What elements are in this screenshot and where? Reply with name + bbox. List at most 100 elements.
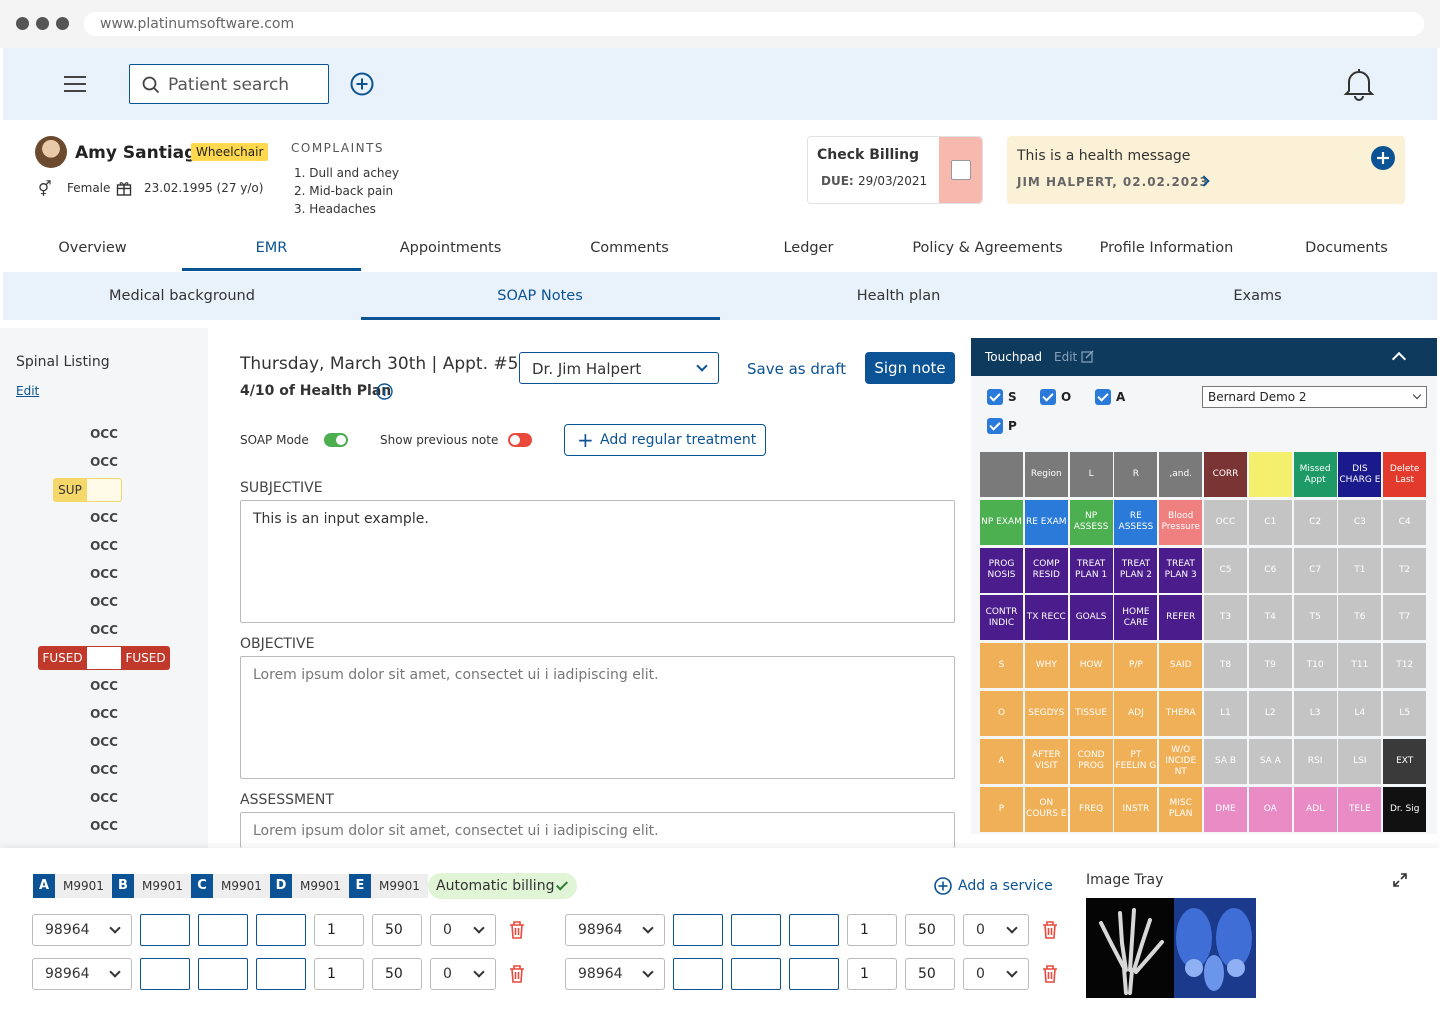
tab-documents[interactable]: Documents [1305, 240, 1388, 256]
service-code-select[interactable]: 98964 [32, 914, 132, 946]
touchpad-tile[interactable]: S [980, 643, 1023, 689]
checkbox[interactable] [1095, 389, 1111, 405]
trash-icon[interactable] [1041, 964, 1059, 984]
vertebra-occ[interactable]: OCC [90, 763, 118, 777]
touchpad-tile[interactable]: ON COURS E [1024, 786, 1068, 832]
touchpad-tile[interactable]: T7 [1383, 595, 1427, 641]
touchpad-tile[interactable]: INSTR [1114, 786, 1158, 832]
touchpad-tile[interactable]: MISC PLAN [1159, 786, 1203, 832]
touchpad-tile[interactable]: C2 [1293, 499, 1337, 545]
touchpad-tile[interactable]: Blood Pressure [1159, 499, 1203, 545]
modifier-input[interactable] [731, 914, 781, 946]
sup-label[interactable]: SUP [53, 478, 87, 502]
touchpad-tile[interactable]: T3 [1204, 595, 1247, 641]
touchpad-tile[interactable]: T6 [1338, 595, 1382, 641]
touchpad-tile[interactable]: PT FEELIN G [1114, 738, 1158, 784]
touchpad-tile[interactable]: DME [1204, 786, 1247, 832]
touchpad-tile[interactable]: C6 [1248, 547, 1292, 593]
touchpad-tile[interactable]: HOW [1069, 643, 1113, 689]
amount-input[interactable]: 50 [905, 914, 955, 946]
subtab-health-plan[interactable]: Health plan [856, 288, 941, 304]
touchpad-tile[interactable]: TREAT PLAN 2 [1114, 547, 1158, 593]
touchpad-tile[interactable]: TREAT PLAN 1 [1069, 547, 1113, 593]
touchpad-tile[interactable]: COND PROG [1069, 738, 1113, 784]
tab-overview[interactable]: Overview [58, 240, 127, 256]
add-circle-icon[interactable] [350, 72, 374, 96]
touchpad-tile[interactable]: O [980, 691, 1023, 736]
touchpad-tile[interactable]: CONTR INDIC [980, 595, 1023, 641]
modifier-input[interactable] [789, 958, 839, 990]
modifier-input[interactable] [673, 914, 723, 946]
vertebra-occ[interactable]: OCC [90, 567, 118, 581]
vertebra-occ[interactable]: OCC [90, 511, 118, 525]
xray-pelvis-image[interactable] [1174, 898, 1256, 998]
touchpad-tile[interactable]: DIS CHARG E [1338, 452, 1382, 497]
spinal-edit-link[interactable]: Edit [16, 384, 40, 398]
touchpad-tile[interactable]: HOME CARE [1114, 595, 1158, 641]
check-p[interactable]: P [987, 418, 1017, 434]
fused-right-label[interactable]: FUSED [121, 646, 170, 670]
touchpad-tile[interactable]: SAID [1159, 643, 1203, 689]
touchpad-tile[interactable]: RE EXAM [1024, 499, 1068, 545]
window-minimize-dot[interactable] [36, 17, 49, 30]
touchpad-tile[interactable]: NP ASSESS [1069, 499, 1113, 545]
touchpad-tile[interactable]: OA [1248, 786, 1292, 832]
touchpad-tile[interactable]: REFER [1159, 595, 1203, 641]
touchpad-tile[interactable]: TX RECC [1024, 595, 1068, 641]
touchpad-tile[interactable]: T1 [1338, 547, 1382, 593]
subjective-textarea[interactable]: This is an input example. [240, 500, 955, 623]
touchpad-patient-select[interactable]: Bernard Demo 2 [1202, 386, 1427, 408]
modifier-input[interactable] [789, 914, 839, 946]
touchpad-tile[interactable]: PROG NOSIS [980, 547, 1023, 593]
touchpad-tile[interactable]: L3 [1293, 691, 1337, 736]
vertebra-occ[interactable]: OCC [90, 455, 118, 469]
touchpad-tile[interactable]: L5 [1383, 691, 1427, 736]
bell-icon[interactable] [1343, 67, 1375, 101]
patient-search-input[interactable]: Patient search [129, 64, 329, 104]
expand-icon[interactable] [1392, 872, 1408, 888]
touchpad-tile[interactable]: RE ASSESS [1114, 499, 1158, 545]
assessment-textarea[interactable]: Lorem ipsum dolor sit amet, consectet ui… [240, 812, 955, 848]
edit-icon[interactable] [1081, 349, 1095, 363]
touchpad-tile[interactable]: T10 [1293, 643, 1337, 689]
checkbox[interactable] [987, 389, 1003, 405]
touchpad-tile[interactable] [980, 452, 1023, 497]
touchpad-tile[interactable]: P [980, 786, 1023, 832]
units-input[interactable]: 1 [847, 958, 897, 990]
touchpad-tile[interactable]: OCC [1204, 499, 1247, 545]
soap-mode-toggle[interactable] [324, 433, 348, 447]
touchpad-tile[interactable]: T4 [1248, 595, 1292, 641]
touchpad-tile[interactable]: ,and. [1159, 452, 1203, 497]
touchpad-tile[interactable]: Region [1024, 452, 1068, 497]
tab-appointments[interactable]: Appointments [399, 240, 502, 256]
sign-note-button[interactable]: Sign note [865, 352, 955, 384]
modifier-select[interactable]: 0 [963, 958, 1029, 990]
touchpad-tile[interactable]: L4 [1338, 691, 1382, 736]
touchpad-tile[interactable]: RSI [1293, 738, 1337, 784]
touchpad-tile[interactable]: L1 [1204, 691, 1247, 736]
vertebra-occ[interactable]: OCC [90, 679, 118, 693]
touchpad-tile[interactable]: GOALS [1069, 595, 1113, 641]
window-zoom-dot[interactable] [56, 17, 69, 30]
doctor-select[interactable]: Dr. Jim Halpert [519, 352, 719, 384]
modifier-select[interactable]: 0 [430, 914, 496, 946]
tab-profile-information[interactable]: Profile Information [1099, 240, 1234, 256]
add-service-button[interactable]: Add a service [958, 878, 1053, 894]
touchpad-tile[interactable]: Missed Appt [1293, 452, 1337, 497]
touchpad-tile[interactable]: TISSUE [1069, 691, 1113, 736]
vertebra-occ[interactable]: OCC [90, 707, 118, 721]
amount-input[interactable]: 50 [372, 958, 422, 990]
touchpad-tile[interactable]: P/P [1114, 643, 1158, 689]
check-a[interactable]: A [1095, 389, 1125, 405]
modifier-input[interactable] [673, 958, 723, 990]
service-code-select[interactable]: 98964 [565, 958, 665, 990]
touchpad-tile[interactable]: Delete Last [1383, 452, 1427, 497]
units-input[interactable]: 1 [314, 958, 364, 990]
units-input[interactable]: 1 [314, 914, 364, 946]
touchpad-tile[interactable] [1248, 452, 1292, 497]
modifier-select[interactable]: 0 [963, 914, 1029, 946]
vertebra-occ[interactable]: OCC [90, 623, 118, 637]
touchpad-tile[interactable]: C7 [1293, 547, 1337, 593]
billing-code-chip[interactable]: B M9901 [112, 874, 191, 898]
touchpad-tile[interactable]: C4 [1383, 499, 1427, 545]
